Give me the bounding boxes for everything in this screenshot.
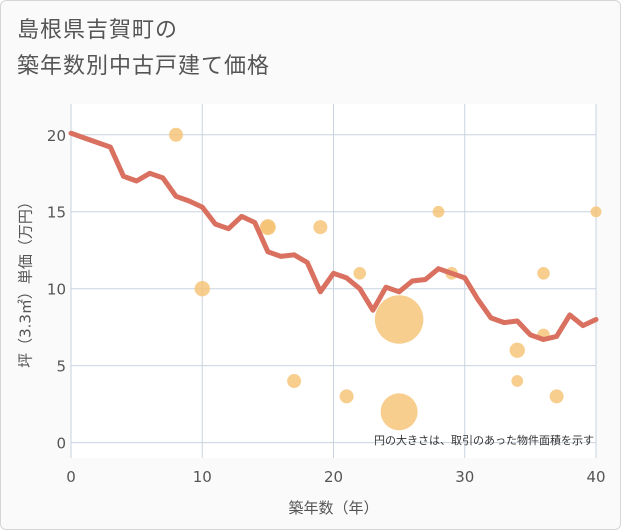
bubble-point bbox=[287, 374, 302, 389]
x-tick-label: 30 bbox=[455, 468, 474, 486]
bubble-point bbox=[380, 393, 418, 431]
x-tick-label: 10 bbox=[193, 468, 212, 486]
bubble-point bbox=[169, 127, 183, 142]
bubble-point bbox=[194, 281, 210, 297]
bubble-point bbox=[537, 267, 550, 280]
price-trend-line bbox=[68, 130, 599, 342]
y-tick-label: 5 bbox=[56, 358, 66, 376]
bubble-point bbox=[549, 389, 564, 404]
chart-title: 島根県吉賀町の 築年数別中古戸建て価格 bbox=[17, 13, 577, 85]
bubble-point bbox=[374, 295, 424, 344]
bubble-point bbox=[432, 205, 445, 218]
chart-title-line-2: 築年数別中古戸建て価格 bbox=[17, 54, 271, 79]
bubble-layer bbox=[169, 127, 602, 431]
bubble-size-note: 円の大きさは、取引のあった物件面積を示す bbox=[374, 433, 594, 447]
chart-title-line-1: 島根県吉賀町の bbox=[17, 18, 179, 43]
bubble-point bbox=[260, 220, 275, 235]
bubble-point bbox=[313, 220, 328, 235]
x-tick-label: 0 bbox=[66, 468, 76, 486]
y-tick-label: 15 bbox=[47, 204, 66, 222]
y-axis-ticks: 0 5 10 15 20 bbox=[47, 127, 66, 453]
x-tick-label: 20 bbox=[324, 468, 343, 486]
x-axis-title: 築年数（年） bbox=[288, 499, 378, 517]
x-tick-label: 40 bbox=[586, 468, 605, 486]
bubble-point bbox=[509, 342, 525, 358]
bubble-point bbox=[339, 389, 354, 404]
y-axis-title: 坪（3.3㎡）単価（万円） bbox=[17, 194, 35, 368]
x-axis-ticks: 0 10 20 30 40 bbox=[66, 468, 605, 486]
y-tick-label: 20 bbox=[47, 127, 66, 145]
bubble-point bbox=[353, 267, 367, 280]
y-tick-label: 10 bbox=[47, 281, 66, 299]
bubble-point bbox=[590, 206, 602, 218]
y-tick-label: 0 bbox=[56, 435, 66, 453]
bubble-point bbox=[511, 375, 524, 387]
grid bbox=[70, 104, 597, 458]
